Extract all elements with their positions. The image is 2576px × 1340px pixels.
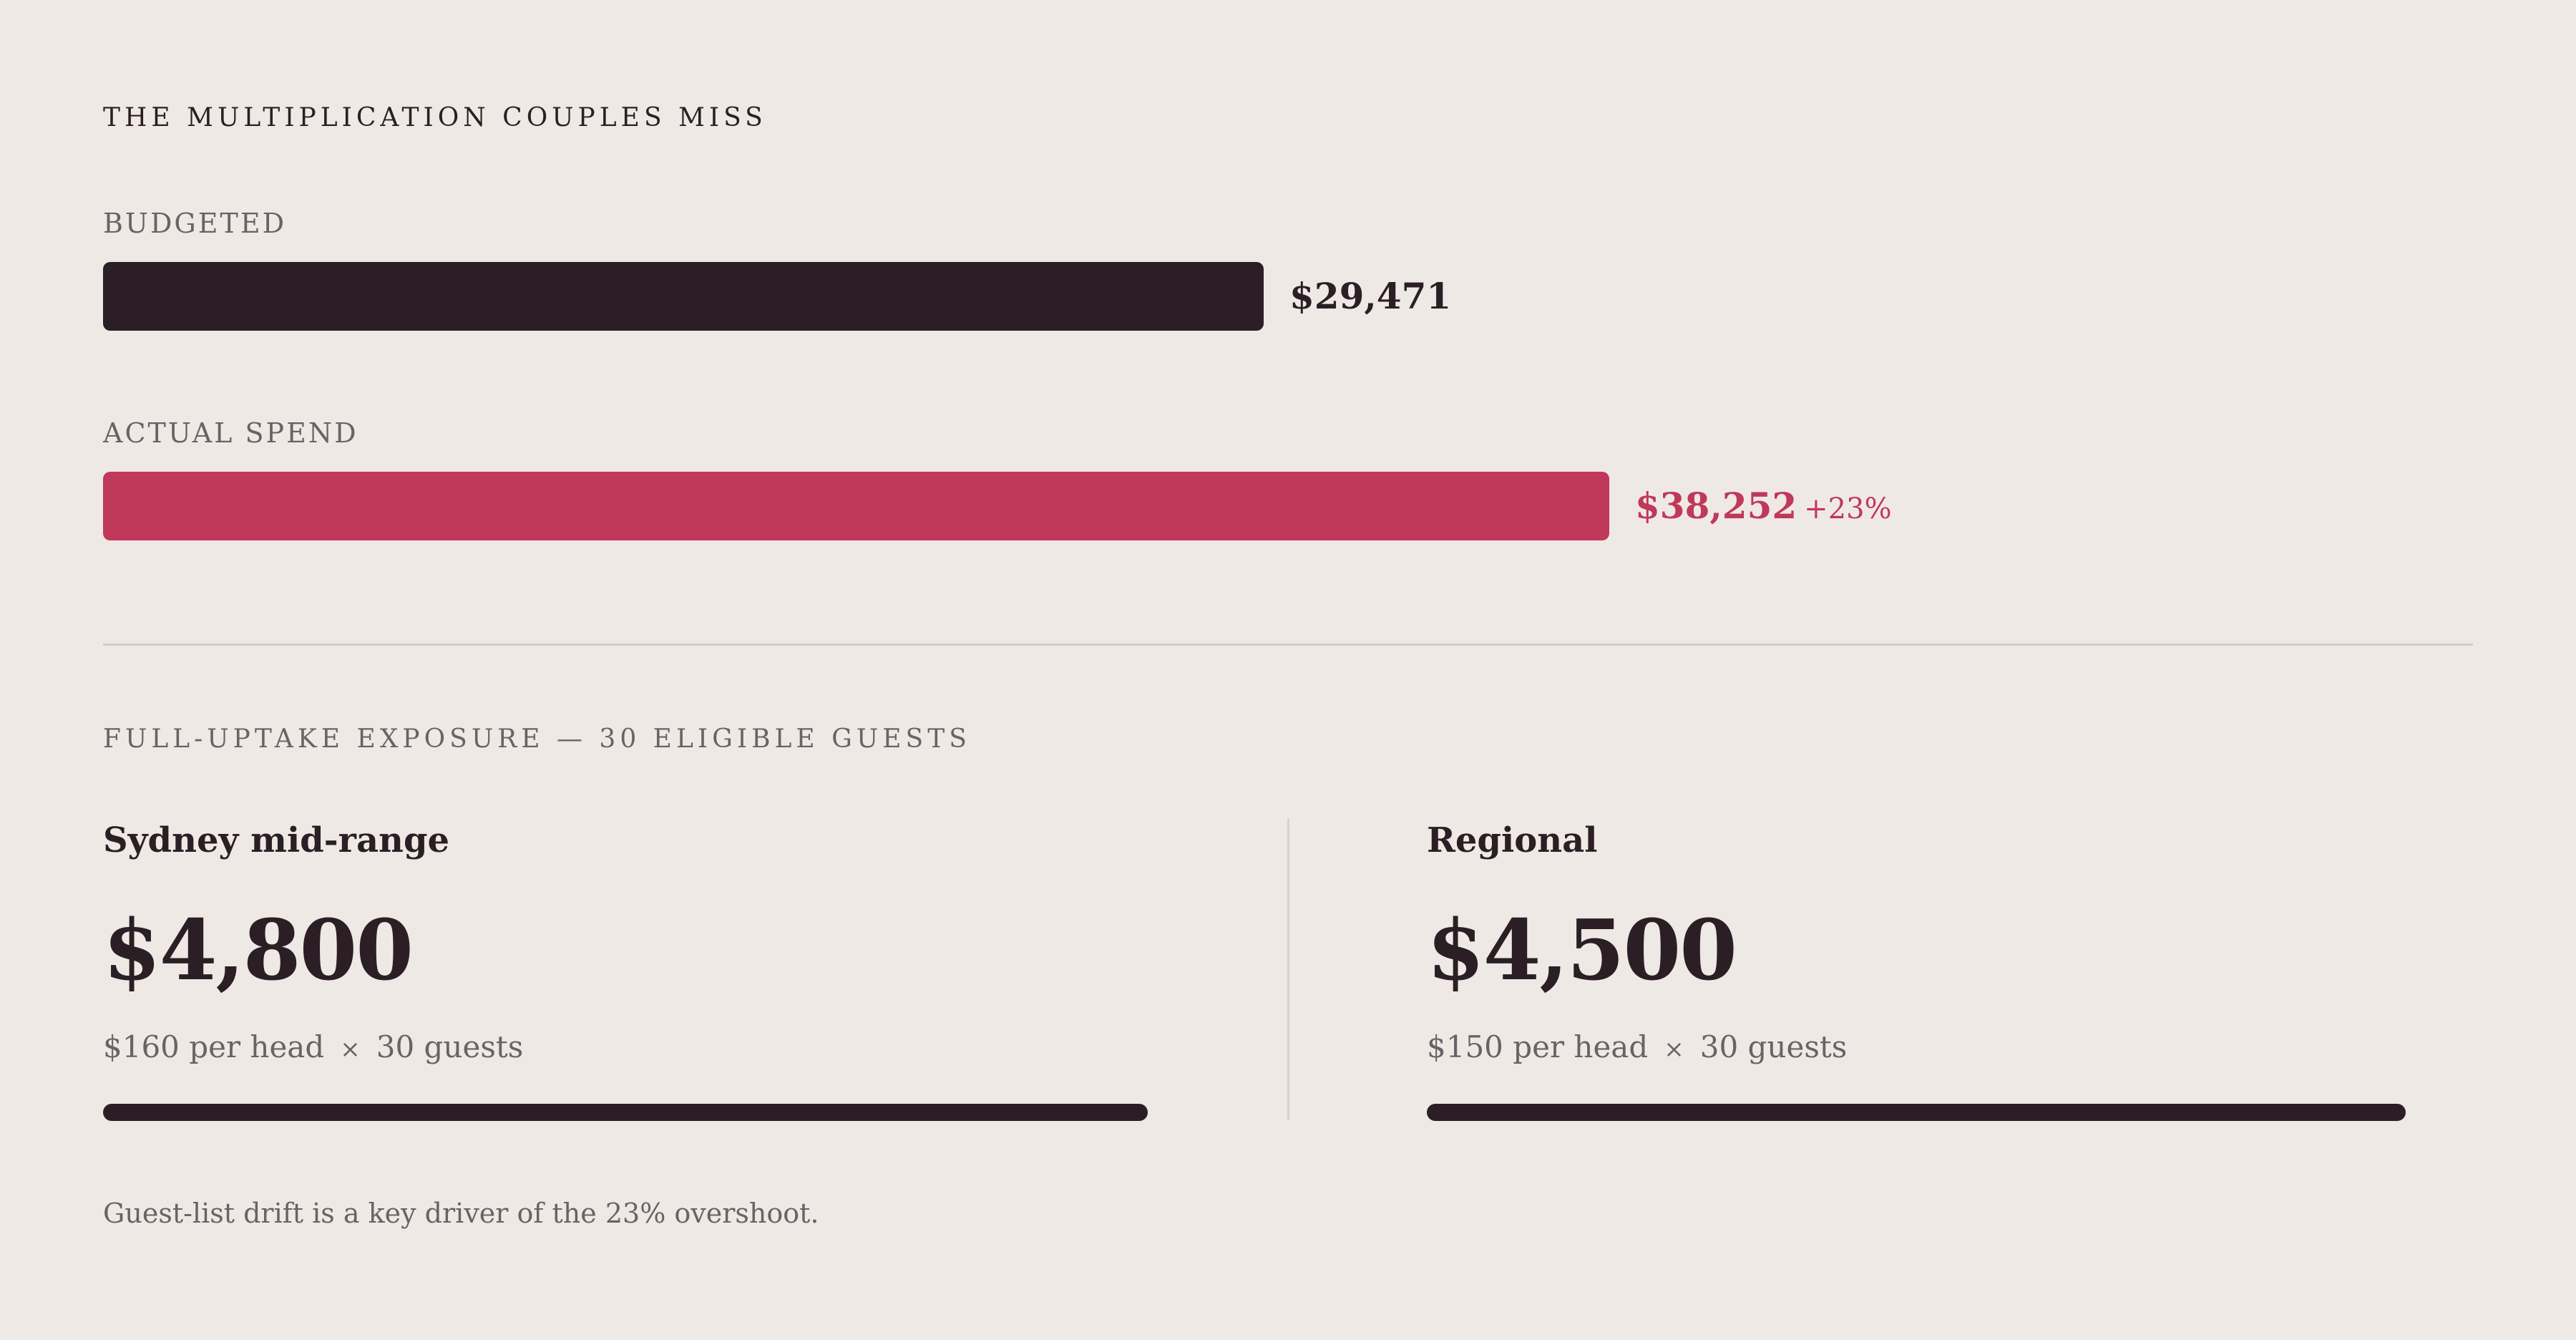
multiply-sign: × [1664, 1035, 1684, 1064]
actual-spend-value: $38,252 +23% [1635, 472, 1892, 543]
actual-spend-value-label: $38,252 [1635, 485, 1797, 527]
sydney-card-title: Sydney mid-range [103, 820, 450, 860]
regional-exposure-bar [1427, 1104, 2406, 1121]
chart-title: THE MULTIPLICATION COUPLES MISS [103, 103, 767, 132]
regional-card-formula: $150 per head × 30 guests [1427, 1029, 1847, 1064]
footnote: Guest-list drift is a key driver of the … [103, 1198, 819, 1229]
budgeted-label: BUDGETED [103, 208, 287, 239]
sydney-exposure-bar [103, 1104, 1148, 1121]
section-divider [103, 644, 2473, 646]
multiply-sign: × [340, 1035, 361, 1064]
actual-spend-label: ACTUAL SPEND [103, 417, 358, 449]
regional-per-head: $150 per head [1427, 1029, 1649, 1064]
sydney-card-formula: $160 per head × 30 guests [103, 1029, 523, 1064]
overshoot-percent-label: +23% [1804, 492, 1892, 525]
sydney-card-amount: $4,800 [103, 902, 414, 999]
regional-card-amount: $4,500 [1427, 902, 1737, 999]
actual-spend-bar [103, 472, 1609, 540]
sydney-guest-count: 30 guests [376, 1029, 524, 1064]
budgeted-bar [103, 262, 1264, 331]
column-divider [1287, 818, 1289, 1120]
budgeted-value-label: $29,471 [1289, 275, 1452, 317]
regional-guest-count: 30 guests [1699, 1029, 1848, 1064]
regional-card-title: Regional [1427, 820, 1598, 860]
exposure-section-title: FULL-UPTAKE EXPOSURE — 30 ELIGIBLE GUEST… [103, 724, 971, 754]
sydney-per-head: $160 per head [103, 1029, 325, 1064]
